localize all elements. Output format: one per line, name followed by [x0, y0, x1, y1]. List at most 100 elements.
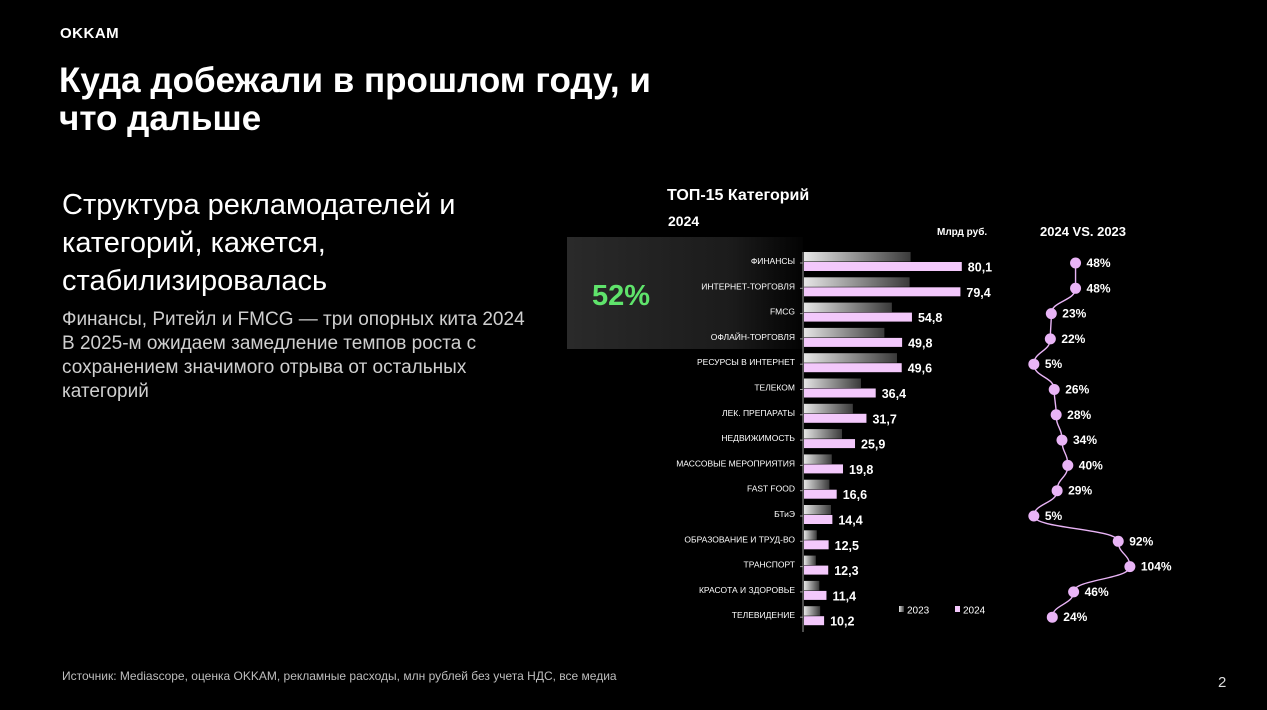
- category-label: ОБРАЗОВАНИЕ И ТРУД-ВО: [684, 534, 795, 544]
- value-label-2024: 12,5: [835, 539, 859, 553]
- bar-2023: [804, 378, 861, 388]
- value-label-2024: 25,9: [861, 438, 885, 452]
- category-label: ФИНАНСЫ: [751, 256, 795, 266]
- growth-label: 46%: [1085, 585, 1109, 599]
- growth-label: 40%: [1079, 458, 1103, 472]
- slide-description: Финансы, Ритейл и FMCG — три опорных кит…: [62, 309, 525, 402]
- value-label-2024: 36,4: [882, 387, 906, 401]
- category-label: РЕСУРСЫ В ИНТЕРНЕТ: [697, 357, 795, 367]
- category-label: ОФЛАЙН-ТОРГОВЛЯ: [711, 331, 795, 342]
- growth-point: [1028, 358, 1040, 370]
- bar-2024: [804, 337, 903, 347]
- value-label-2024: 31,7: [872, 412, 896, 426]
- bar-2024: [804, 388, 876, 398]
- bar-2023: [804, 580, 820, 591]
- value-label-2024: 10,2: [830, 615, 854, 629]
- growth-point: [1051, 485, 1063, 497]
- bar-2024: [804, 489, 837, 499]
- growth-point: [1045, 308, 1057, 320]
- value-label-2024: 11,4: [832, 589, 856, 603]
- page-number: 2: [1218, 674, 1227, 691]
- growth-label: 23%: [1062, 307, 1086, 321]
- growth-point: [1050, 409, 1062, 421]
- value-label-2024: 49,8: [908, 336, 932, 350]
- category-label: ЛЕК. ПРЕПАРАТЫ: [722, 408, 795, 418]
- legend-swatch-2023: [899, 606, 904, 612]
- category-label: ТРАНСПОРТ: [744, 560, 795, 570]
- bar-2023: [804, 555, 816, 566]
- slide-title: Куда добежали в прошлом году, и что даль…: [59, 61, 651, 138]
- growth-label: 48%: [1087, 256, 1111, 270]
- bar-2024: [804, 287, 961, 297]
- growth-label: 5%: [1045, 357, 1063, 371]
- bar-2024: [804, 540, 829, 550]
- growth-point: [1070, 282, 1082, 294]
- value-label-2024: 12,3: [834, 564, 858, 578]
- bar-2024: [804, 616, 825, 626]
- bar-2024: [804, 413, 867, 423]
- category-label: ТЕЛЕВИДЕНИЕ: [732, 610, 796, 620]
- bar-2024: [804, 312, 912, 322]
- category-label: МАССОВЫЕ МЕРОПРИЯТИЯ: [676, 458, 795, 468]
- growth-point: [1124, 561, 1136, 573]
- growth-point: [1062, 459, 1074, 471]
- bar-2023: [804, 530, 817, 540]
- growth-label: 5%: [1045, 509, 1063, 523]
- bar-2023: [804, 429, 843, 439]
- bar-2023: [804, 606, 821, 616]
- legend-label-2024: 2024: [963, 606, 986, 617]
- growth-label: 28%: [1067, 408, 1091, 422]
- category-label: НЕДВИЖИМОСТЬ: [721, 433, 795, 443]
- chart-title: ТОП-15 Категорий: [667, 187, 810, 204]
- brand-logo: OKKAM: [60, 25, 120, 42]
- legend-swatch-2024: [955, 606, 960, 612]
- category-label: FAST FOOD: [747, 484, 795, 494]
- growth-label: 29%: [1068, 484, 1092, 498]
- growth-point: [1068, 586, 1080, 598]
- growth-point: [1112, 535, 1124, 547]
- value-label-2024: 19,8: [849, 463, 873, 477]
- chart-year-label: 2024: [668, 213, 700, 229]
- growth-label: 34%: [1073, 433, 1097, 447]
- growth-point: [1028, 510, 1040, 522]
- value-label-2024: 49,6: [908, 362, 932, 376]
- slide-subtitle: Структура рекламодателей и категорий, ка…: [62, 189, 456, 297]
- growth-label: 26%: [1065, 383, 1089, 397]
- growth-label: 104%: [1141, 560, 1172, 574]
- category-label: КРАСОТА И ЗДОРОВЬЕ: [699, 585, 795, 595]
- growth-point: [1048, 384, 1060, 395]
- bar-2024: [804, 565, 829, 575]
- top3-share-value: 52%: [592, 280, 651, 312]
- bar-2024: [804, 464, 844, 474]
- bar-2024: [804, 363, 902, 373]
- source-note: Источник: Mediascope, оценка OKKAM, рекл…: [62, 669, 617, 683]
- top3-highlight-box: [567, 237, 803, 349]
- bar-2023: [804, 454, 832, 464]
- value-label-2024: 80,1: [968, 261, 992, 275]
- growth-label: 48%: [1087, 281, 1111, 295]
- category-label: ИНТЕРНЕТ-ТОРГОВЛЯ: [701, 281, 795, 291]
- bar-2024: [804, 439, 856, 449]
- growth-label: 92%: [1129, 534, 1153, 548]
- value-label-2024: 16,6: [843, 488, 867, 502]
- legend-label-2023: 2023: [907, 606, 930, 617]
- growth-point: [1070, 257, 1082, 269]
- bar-2024: [804, 262, 962, 271]
- bar-2023: [804, 479, 830, 490]
- bar-2023: [804, 302, 892, 313]
- bar-2024: [804, 515, 833, 524]
- bar-2023: [804, 252, 911, 262]
- bar-2023: [804, 403, 853, 414]
- growth-point: [1046, 611, 1058, 623]
- value-label-2024: 79,4: [966, 286, 990, 300]
- category-label: FMCG: [770, 307, 795, 317]
- bar-2023: [804, 327, 885, 338]
- value-label-2024: 54,8: [918, 311, 942, 325]
- bar-2023: [804, 353, 897, 363]
- growth-point: [1056, 434, 1068, 446]
- growth-point: [1044, 333, 1056, 345]
- bar-2024: [804, 590, 827, 600]
- bar-2023: [804, 277, 910, 287]
- growth-label: 22%: [1061, 332, 1085, 346]
